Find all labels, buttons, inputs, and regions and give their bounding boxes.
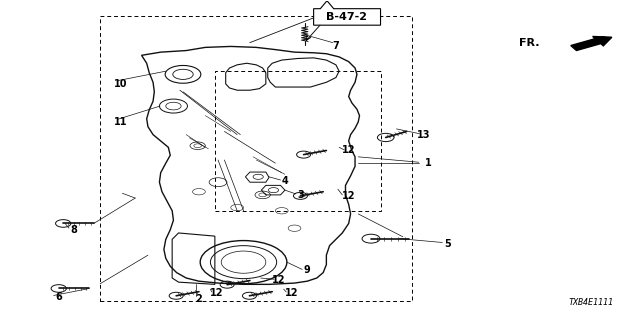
Text: B-47-2: B-47-2 (326, 12, 367, 22)
Text: 4: 4 (282, 176, 289, 186)
Text: 12: 12 (342, 146, 355, 156)
Text: 9: 9 (304, 265, 310, 276)
Text: 6: 6 (56, 292, 62, 302)
Text: 12: 12 (285, 288, 298, 298)
Text: 8: 8 (70, 225, 77, 235)
Text: 5: 5 (444, 239, 451, 249)
Text: 1: 1 (425, 158, 432, 168)
Text: FR.: FR. (519, 38, 540, 48)
Bar (100, 16, 412, 301)
FancyArrow shape (571, 36, 612, 51)
Text: 12: 12 (342, 191, 355, 202)
Text: TXB4E1111: TXB4E1111 (568, 298, 613, 307)
Text: 12: 12 (210, 288, 223, 298)
Text: 7: 7 (333, 41, 339, 51)
Bar (215, 71, 381, 211)
Text: 12: 12 (272, 275, 285, 285)
Text: 3: 3 (298, 190, 304, 200)
Text: 13: 13 (417, 130, 431, 140)
Text: 11: 11 (115, 117, 128, 127)
Text: 2: 2 (196, 294, 202, 304)
Text: 10: 10 (115, 79, 128, 89)
Polygon shape (314, 1, 381, 25)
